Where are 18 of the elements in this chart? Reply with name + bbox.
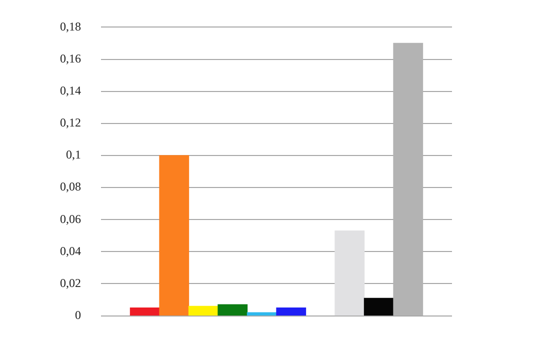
y-tick-label: 0,08 xyxy=(60,180,81,194)
y-tick-label: 0,14 xyxy=(60,83,81,98)
y-tick-label: 0,04 xyxy=(60,244,81,258)
y-tick-label: 0,18 xyxy=(60,19,81,34)
y-tick-label: 0,02 xyxy=(60,276,81,290)
bar xyxy=(188,306,218,316)
y-tick-label: 0,16 xyxy=(60,51,81,66)
bar xyxy=(393,42,424,316)
bar xyxy=(276,307,306,316)
y-tick-label: 0,06 xyxy=(60,212,81,226)
y-tick-label: 0 xyxy=(75,308,81,322)
y-tick-label: 0,1 xyxy=(66,148,81,162)
bar xyxy=(334,230,365,316)
bar xyxy=(130,307,160,316)
y-tick-label: 0,12 xyxy=(60,116,81,130)
bar xyxy=(159,155,190,316)
bar xyxy=(218,304,248,316)
bar xyxy=(364,298,394,316)
